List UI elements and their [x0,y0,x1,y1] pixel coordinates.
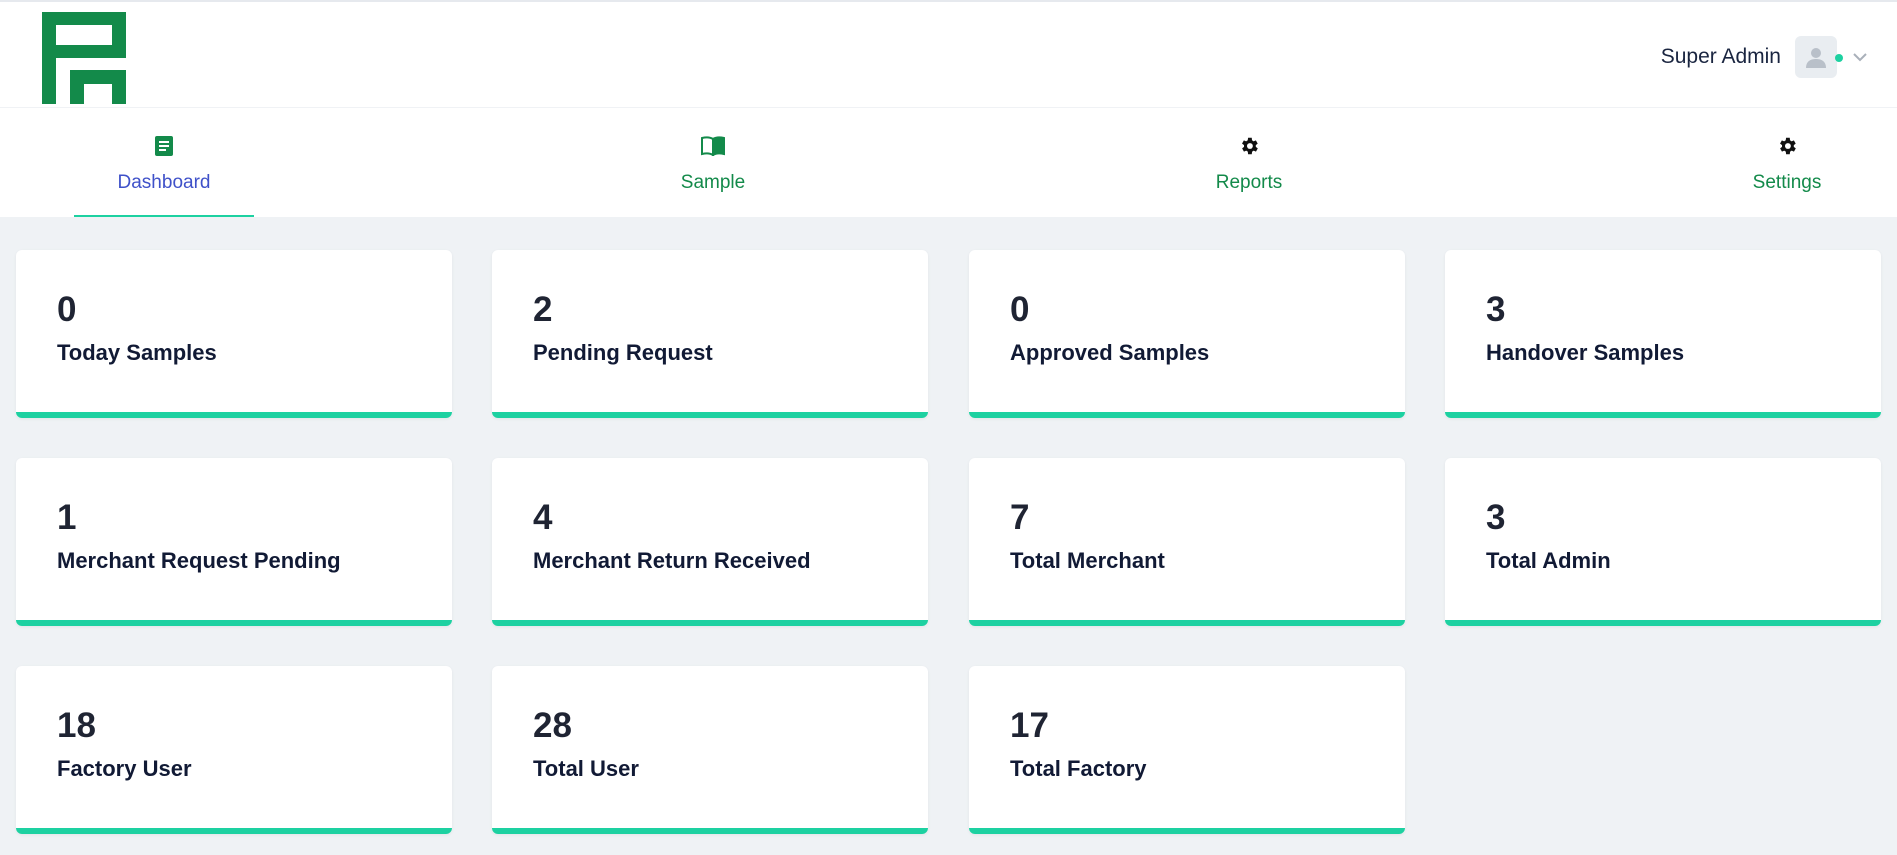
nav-label-settings: Settings [1752,172,1822,193]
stat-card-merchant-request-pending[interactable]: 1 Merchant Request Pending [16,458,452,626]
stat-count: 1 [57,498,77,537]
card-accent-bar [16,412,452,418]
nav-item-sample[interactable]: Sample [623,108,803,217]
stat-label: Pending Request [533,340,713,365]
stat-label: Factory User [57,756,192,781]
nav-item-reports[interactable]: Reports [1159,108,1339,217]
nav-label-sample: Sample [680,172,746,193]
stat-count: 28 [533,706,572,745]
main-nav: Dashboard Sample Reports Settings [0,108,1897,217]
user-icon [1806,48,1826,68]
nav-label-dashboard: Dashboard [117,172,211,193]
stat-label: Handover Samples [1486,340,1685,365]
card-accent-bar [969,620,1405,626]
card-accent-bar [492,828,928,834]
document-icon [155,134,173,158]
stat-card-today-samples[interactable]: 0 Today Samples [16,250,452,418]
chevron-down-icon[interactable] [1853,50,1867,64]
top-header: Super Admin [0,0,1897,108]
stat-count: 18 [57,706,96,745]
online-status-dot [1835,54,1843,62]
gear-icon [1776,134,1798,158]
stat-label: Total Admin [1486,548,1611,573]
stat-card-handover-samples[interactable]: 3 Handover Samples [1445,250,1881,418]
avatar[interactable] [1795,36,1843,78]
stat-count: 2 [533,290,553,329]
nav-item-settings[interactable]: Settings [1697,108,1877,217]
nav-label-reports: Reports [1215,172,1283,193]
brand-logo[interactable] [42,12,126,104]
card-accent-bar [492,412,928,418]
stat-count: 0 [57,290,77,329]
stat-count: 7 [1010,498,1030,537]
stat-label: Today Samples [57,340,217,365]
stat-label: Merchant Return Received [533,548,811,573]
gear-icon [1238,134,1260,158]
stat-count: 17 [1010,706,1049,745]
stat-label: Total Factory [1010,756,1147,781]
stat-count: 4 [533,498,553,537]
stat-card-factory-user[interactable]: 18 Factory User [16,666,452,834]
user-menu[interactable]: Super Admin [1661,36,1867,78]
nav-item-dashboard[interactable]: Dashboard [74,108,254,217]
card-accent-bar [1445,620,1881,626]
stat-label: Merchant Request Pending [57,548,341,573]
stat-card-total-factory[interactable]: 17 Total Factory [969,666,1405,834]
user-name: Super Admin [1660,45,1781,68]
stat-card-merchant-return-received[interactable]: 4 Merchant Return Received [492,458,928,626]
stat-card-pending-request[interactable]: 2 Pending Request [492,250,928,418]
stat-card-total-user[interactable]: 28 Total User [492,666,928,834]
stat-count: 3 [1486,498,1506,537]
stat-count: 0 [1010,290,1030,329]
card-accent-bar [1445,412,1881,418]
stat-label: Approved Samples [1010,340,1210,365]
card-accent-bar [492,620,928,626]
stat-card-total-admin[interactable]: 3 Total Admin [1445,458,1881,626]
stat-card-approved-samples[interactable]: 0 Approved Samples [969,250,1405,418]
stat-label: Total Merchant [1010,548,1165,573]
stat-count: 3 [1486,290,1506,329]
stat-card-total-merchant[interactable]: 7 Total Merchant [969,458,1405,626]
book-icon [701,134,725,158]
card-accent-bar [969,412,1405,418]
card-accent-bar [16,828,452,834]
card-accent-bar [969,828,1405,834]
card-accent-bar [16,620,452,626]
stat-label: Total User [533,756,639,781]
